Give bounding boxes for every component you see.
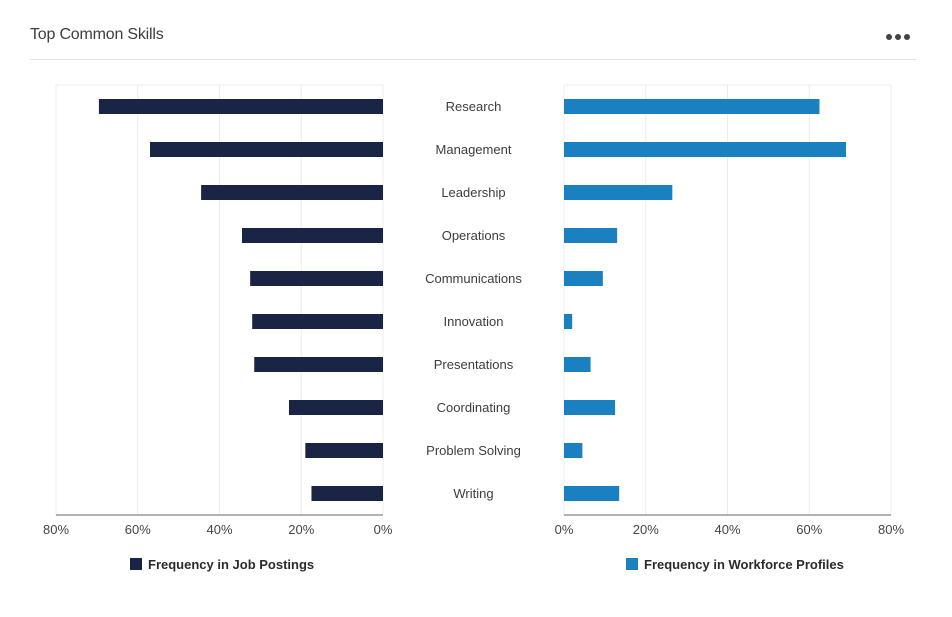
widget-title: Top Common Skills: [30, 26, 164, 43]
workforce-profiles-bar: [564, 185, 673, 200]
category-label: Management: [436, 142, 512, 157]
workforce-profiles-bar: [564, 314, 573, 329]
legend-swatch-workforce-profiles: [626, 558, 638, 570]
left-tick-label: 60%: [125, 522, 151, 537]
legend-label-workforce-profiles: Frequency in Workforce Profiles: [644, 557, 844, 572]
right-tick-label: 60%: [796, 522, 822, 537]
workforce-profiles-bar: [564, 486, 620, 501]
workforce-profiles-bar: [564, 271, 603, 286]
job-postings-bar: [98, 99, 383, 114]
legend-label-job-postings: Frequency in Job Postings: [148, 557, 314, 572]
category-label: Writing: [453, 486, 493, 501]
workforce-profiles-bar: [564, 443, 583, 458]
workforce-profiles-bar: [564, 400, 616, 415]
category-label: Problem Solving: [426, 443, 521, 458]
job-postings-bar: [311, 486, 383, 501]
job-postings-bar: [252, 314, 383, 329]
workforce-profiles-bar: [564, 142, 847, 157]
widget-header: Top Common Skills: [30, 16, 916, 60]
workforce-profiles-bar: [564, 357, 591, 372]
job-postings-bar: [288, 400, 383, 415]
category-label: Innovation: [444, 314, 504, 329]
job-postings-bar: [241, 228, 383, 243]
job-postings-bar: [201, 185, 383, 200]
category-label: Communications: [425, 271, 522, 286]
job-postings-bar: [305, 443, 383, 458]
right-tick-label: 20%: [633, 522, 659, 537]
right-tick-label: 0%: [555, 522, 574, 537]
left-tick-label: 80%: [43, 522, 69, 537]
left-tick-label: 40%: [206, 522, 232, 537]
category-label: Leadership: [441, 185, 505, 200]
category-label: Research: [446, 99, 502, 114]
workforce-profiles-bar: [564, 99, 820, 114]
category-label: Presentations: [434, 357, 514, 372]
workforce-profiles-bar: [564, 228, 618, 243]
category-label: Operations: [442, 228, 506, 243]
job-postings-bar: [254, 357, 383, 372]
right-tick-label: 80%: [878, 522, 904, 537]
category-label: Coordinating: [437, 400, 511, 415]
ellipsis-icon[interactable]: [886, 32, 912, 42]
job-postings-bar: [250, 271, 383, 286]
left-tick-label: 0%: [374, 522, 393, 537]
legend-swatch-job-postings: [130, 558, 142, 570]
job-postings-bar: [150, 142, 383, 157]
left-tick-label: 20%: [288, 522, 314, 537]
right-tick-label: 40%: [714, 522, 740, 537]
